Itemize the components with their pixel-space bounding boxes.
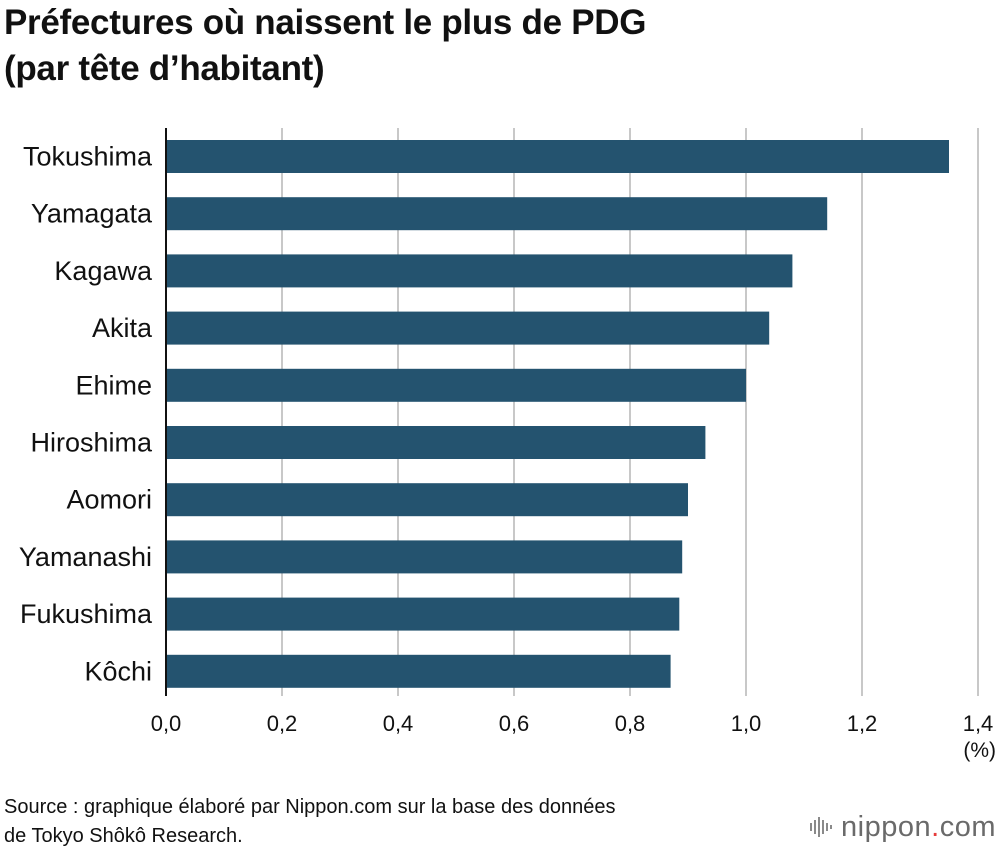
x-axis-unit-label: (%) — [963, 739, 996, 762]
category-label: Fukushima — [20, 599, 153, 629]
x-tick-layer: 0,0 0,2 0,4 0,6 0,8 1,0 1,2 1,4 — [151, 711, 994, 736]
bar-k-chi — [166, 654, 671, 688]
nippon-logo-link[interactable]: nippon. com — [809, 809, 996, 845]
category-label: Ehime — [75, 370, 152, 400]
brand-name: nippon — [841, 811, 932, 843]
x-tick-label: 0,8 — [615, 711, 646, 736]
bar-aomori — [166, 483, 688, 517]
bar-ehime — [166, 368, 746, 402]
x-tick-label: 1,4 — [963, 711, 994, 736]
category-label: Kôchi — [84, 656, 152, 686]
x-tick-label: 0,6 — [499, 711, 530, 736]
brand-tld: com — [939, 811, 996, 843]
x-tick-label: 0,2 — [267, 711, 298, 736]
bar-yamagata — [166, 197, 828, 231]
chart-title: Préfectures où naissent le plus de PDG (… — [4, 0, 984, 92]
bar-tokushima — [166, 140, 949, 173]
sound-wave-icon — [810, 817, 833, 837]
bar-kagawa — [166, 254, 793, 288]
category-label: Tokushima — [23, 142, 153, 172]
x-tick-label: 1,2 — [847, 711, 878, 736]
source-line-2: de Tokyo Shôkô Research. — [4, 825, 243, 847]
category-label: Yamagata — [31, 199, 153, 229]
source-line-1: Source : graphique élaboré par Nippon.co… — [4, 796, 616, 818]
category-label: Hiroshima — [30, 428, 153, 458]
category-label: Akita — [92, 313, 153, 343]
bar-hiroshima — [166, 426, 706, 459]
bar-fukushima — [166, 597, 680, 631]
bar-yamanashi — [166, 540, 683, 574]
x-tick-label: 1,0 — [731, 711, 762, 736]
chart-title-line-2: (par tête d’habitant) — [4, 49, 325, 88]
category-label-layer: Tokushima Yamagata Kagawa Akita Ehime Hiroshi… — [19, 142, 153, 687]
chart-title-line-1: Préfectures où naissent le plus de PDG — [4, 3, 647, 42]
brand-dot: . — [931, 811, 940, 843]
bar-akita — [166, 311, 770, 345]
bar-layer — [166, 140, 949, 688]
source-note: Source : graphique élaboré par Nippon.co… — [4, 793, 804, 851]
category-label: Kagawa — [54, 256, 153, 286]
x-tick-label: 0,4 — [383, 711, 414, 736]
category-label: Yamanashi — [19, 542, 152, 572]
x-tick-label: 0,0 — [151, 711, 182, 736]
category-label: Aomori — [66, 485, 152, 515]
